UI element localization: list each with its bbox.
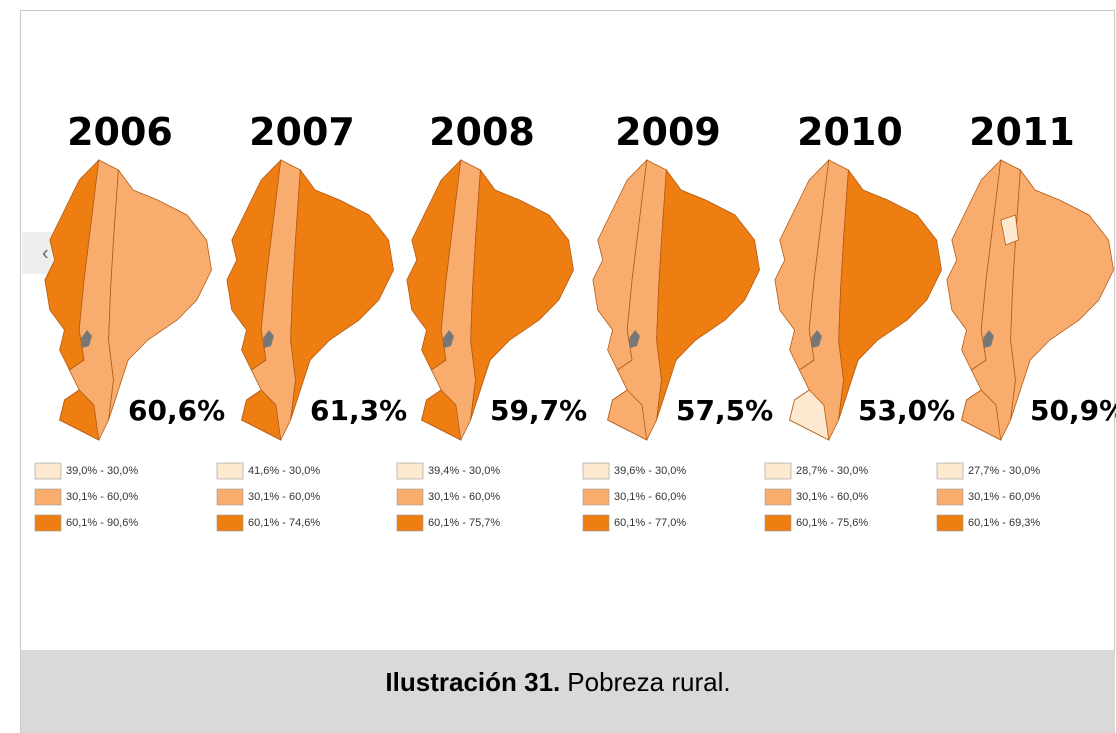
value: 61,3% [310, 394, 407, 427]
legend-label: 60,1% - 77,0% [614, 517, 686, 529]
caption-text: Pobreza rural. [567, 667, 730, 697]
legend-swatch [764, 514, 792, 532]
legend-swatch [936, 462, 964, 480]
legend-swatch [396, 462, 424, 480]
legend-swatch [396, 488, 424, 506]
lake [811, 330, 822, 348]
caption: Ilustración 31. Pobreza rural. [385, 667, 730, 697]
map [44, 158, 212, 441]
legend-swatch [582, 514, 610, 532]
map-region [607, 389, 648, 441]
map [946, 158, 1114, 441]
map [774, 158, 942, 441]
map-region [656, 168, 760, 421]
map [592, 158, 760, 441]
caption-band [21, 650, 1115, 733]
legend-swatch [936, 514, 964, 532]
legend-swatch [216, 462, 244, 480]
legend-swatch [582, 462, 610, 480]
map-region [1000, 214, 1019, 246]
year: 2008 [429, 110, 535, 154]
legend-label: 30,1% - 60,0% [66, 491, 138, 503]
legend-label: 30,1% - 60,0% [428, 491, 500, 503]
legend-label: 39,4% - 30,0% [428, 465, 500, 477]
legend-swatch [34, 514, 62, 532]
legend-swatch [216, 514, 244, 532]
year: 2007 [249, 110, 355, 154]
lake [263, 330, 274, 348]
value: 53,0% [858, 394, 955, 427]
year: 2011 [969, 110, 1075, 154]
lake [81, 330, 92, 348]
map-region [108, 168, 212, 421]
legend-label: 60,1% - 90,6% [66, 517, 138, 529]
map-region [59, 389, 100, 441]
value: 50,9% [1030, 394, 1116, 427]
legend-swatch [764, 488, 792, 506]
legend-label: 30,1% - 60,0% [248, 491, 320, 503]
map-region [789, 389, 830, 441]
legend-swatch [764, 462, 792, 480]
legend-label: 41,6% - 30,0% [248, 465, 320, 477]
lake [629, 330, 640, 348]
map-region [421, 389, 462, 441]
legend-label: 30,1% - 60,0% [796, 491, 868, 503]
lake [983, 330, 994, 348]
map-region [1010, 168, 1114, 421]
value: 57,5% [676, 394, 773, 427]
legend-label: 60,1% - 75,6% [796, 517, 868, 529]
map-region [838, 168, 942, 421]
legend-swatch [216, 488, 244, 506]
map-region [241, 389, 282, 441]
legend-label: 60,1% - 75,7% [428, 517, 500, 529]
map-region [961, 389, 1002, 441]
lake [443, 330, 454, 348]
year: 2009 [615, 110, 721, 154]
legend-swatch [34, 488, 62, 506]
legend-label: 30,1% - 60,0% [614, 491, 686, 503]
legend-label: 28,7% - 30,0% [796, 465, 868, 477]
map-region [290, 168, 394, 421]
legend-swatch [396, 514, 424, 532]
value: 60,6% [128, 394, 225, 427]
legend-label: 39,0% - 30,0% [66, 465, 138, 477]
legend-swatch [936, 488, 964, 506]
legend-swatch [34, 462, 62, 480]
legend-label: 60,1% - 74,6% [248, 517, 320, 529]
legend-label: 39,6% - 30,0% [614, 465, 686, 477]
caption-label: Ilustración 31. [385, 667, 560, 697]
frame [20, 10, 1115, 733]
map-region [470, 168, 574, 421]
legend-label: 60,1% - 69,3% [968, 517, 1040, 529]
legend-swatch [582, 488, 610, 506]
value: 59,7% [490, 394, 587, 427]
year: 2010 [797, 110, 903, 154]
nav-button[interactable]: ‹ [42, 242, 49, 264]
map [226, 158, 394, 441]
legend-label: 27,7% - 30,0% [968, 465, 1040, 477]
legend-label: 30,1% - 60,0% [968, 491, 1040, 503]
map [406, 158, 574, 441]
year: 2006 [67, 110, 173, 154]
